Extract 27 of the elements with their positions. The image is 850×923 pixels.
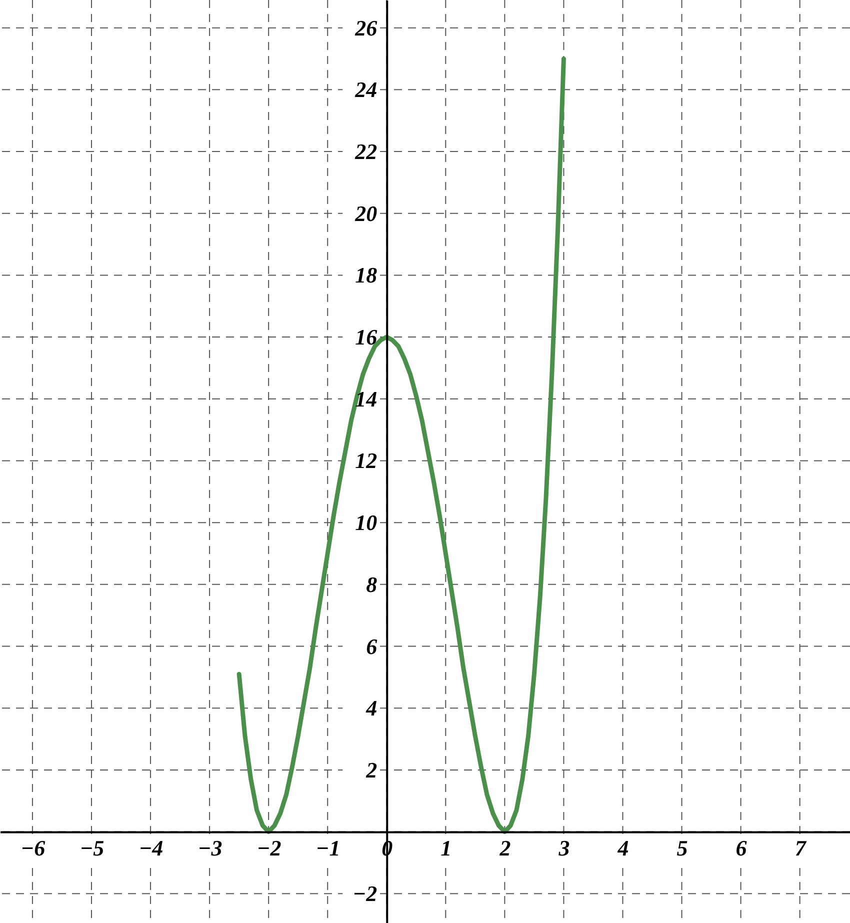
y-tick-label: 4 (365, 696, 378, 721)
x-tick-label: 6 (736, 835, 747, 860)
y-tick-label: 24 (354, 77, 378, 102)
x-tick-label: 3 (558, 835, 570, 860)
x-tick-label: −4 (138, 835, 164, 860)
y-tick-label: 2 (365, 757, 378, 782)
x-tick-label: −2 (256, 835, 282, 860)
y-tick-label: 8 (366, 572, 378, 597)
y-tick-label: 10 (355, 510, 378, 536)
y-tick-label: 16 (355, 324, 378, 350)
y-tick-label: 6 (366, 634, 378, 659)
x-tick-label: 2 (498, 835, 511, 860)
x-tick-label: −5 (80, 835, 104, 860)
x-tick-label: 4 (616, 835, 629, 860)
x-tick-label: 1 (440, 835, 452, 860)
y-tick-label: 18 (355, 262, 378, 288)
x-tick-label: −3 (198, 835, 222, 860)
x-tick-label: 7 (794, 835, 807, 860)
y-tick-label: 12 (355, 448, 378, 474)
y-tick-label: 20 (354, 200, 378, 226)
line-series (236, 56, 566, 834)
x-tick-label: −6 (20, 835, 46, 860)
y-tick-label: −2 (352, 881, 378, 906)
y-tick-label: 26 (354, 15, 378, 40)
y-tick-label: 22 (354, 139, 378, 164)
x-tick-label: 5 (676, 835, 688, 860)
x-tick-label: −1 (316, 835, 340, 860)
